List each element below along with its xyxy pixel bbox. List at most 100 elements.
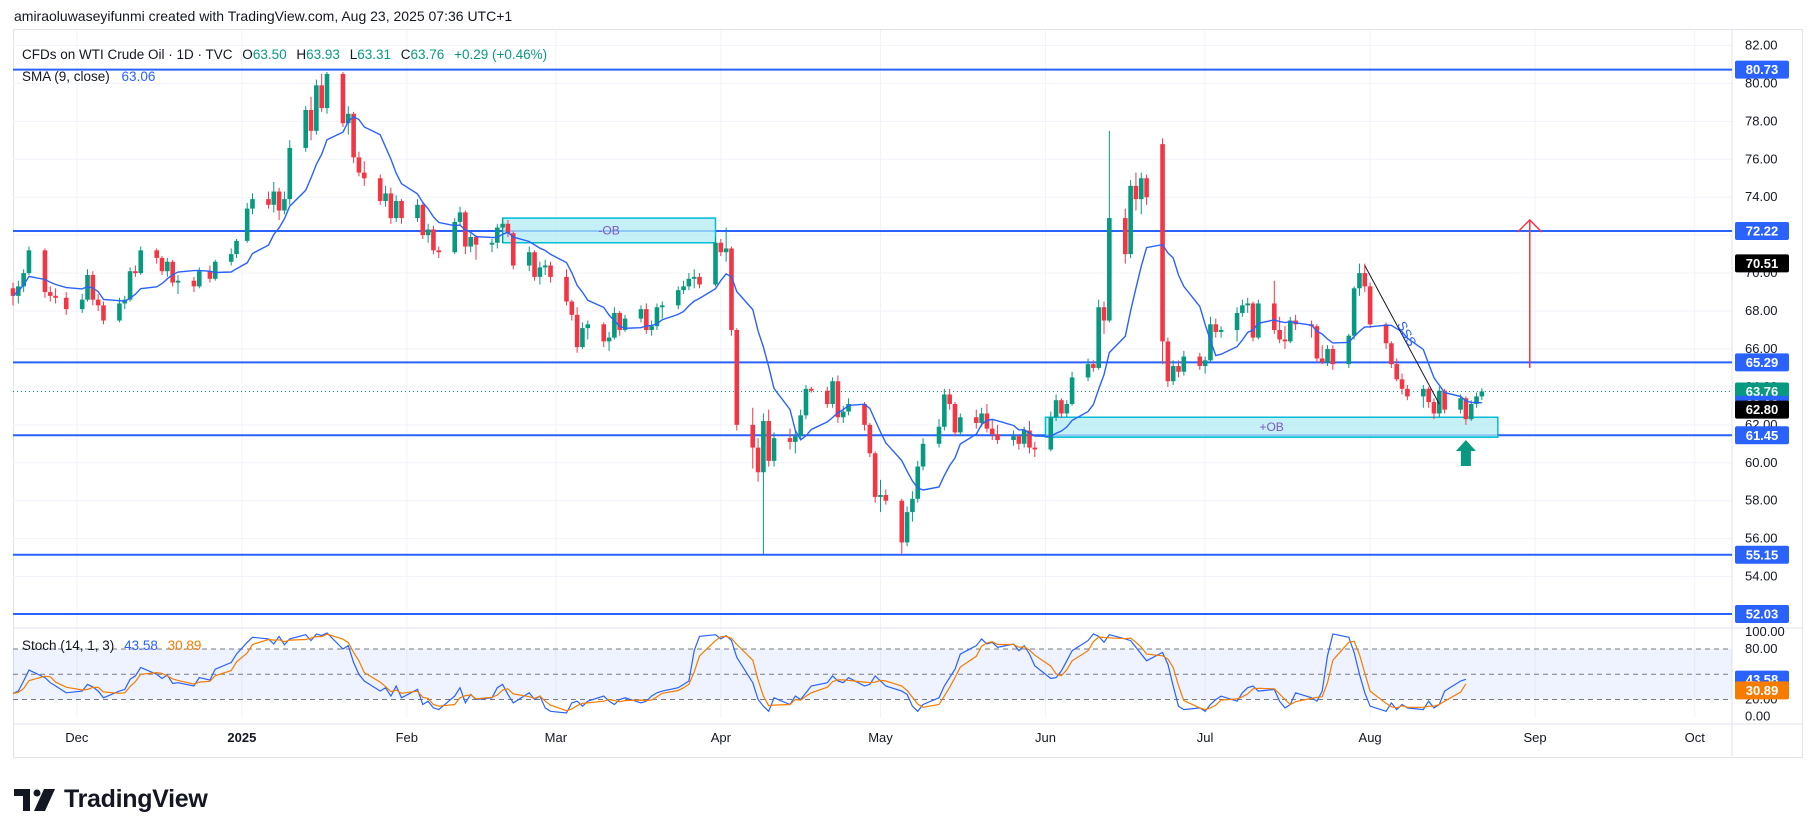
trend-line — [1364, 265, 1440, 405]
price-badge-label: 52.03 — [1746, 606, 1779, 621]
candle-body — [234, 240, 239, 255]
candle-body — [1165, 341, 1171, 382]
candle-body — [734, 330, 740, 425]
candle-body — [117, 303, 122, 321]
candle-body — [351, 113, 356, 158]
candle-body — [1458, 398, 1463, 410]
time-tick-label: Jun — [1035, 730, 1056, 745]
candle-body — [532, 252, 537, 277]
legend-sma-value: 63.06 — [121, 69, 156, 84]
candle-body — [995, 434, 1000, 441]
legend-symbol: CFDs on WTI Crude Oil · 1D · TVC — [22, 47, 233, 62]
candle-body — [457, 212, 463, 222]
candle-body — [228, 254, 234, 262]
chart-frame — [13, 29, 1803, 758]
price-tick-label: 80.00 — [1745, 75, 1778, 90]
buy-arrow — [1455, 440, 1476, 467]
candle-body — [1096, 307, 1101, 368]
order-block — [1044, 416, 1499, 438]
candle-body — [644, 309, 649, 330]
candle-body — [468, 237, 473, 247]
candle-body — [793, 436, 798, 442]
candle-body — [548, 265, 553, 277]
candle-body — [431, 229, 436, 251]
candle-body — [1245, 303, 1250, 306]
time-tick-label: Oct — [1685, 730, 1706, 745]
candle-body — [489, 242, 495, 245]
stoch-label: Stoch (14, 1, 3) — [22, 638, 115, 653]
candle-body — [659, 305, 665, 308]
candle-body — [1240, 305, 1245, 313]
price-badge-label: 63.76 — [1746, 384, 1779, 399]
candle-body — [787, 438, 793, 442]
candle-body — [79, 299, 85, 310]
chart-legend[interactable]: CFDs on WTI Crude Oil · 1D · TVC O63.50 … — [22, 44, 547, 88]
candle-body — [399, 201, 404, 219]
candle-body — [808, 388, 814, 391]
stoch-badge — [1735, 681, 1789, 700]
candle-body — [361, 172, 367, 179]
price-badge — [1735, 545, 1789, 564]
candle-body — [883, 495, 889, 501]
candle-body — [803, 388, 809, 416]
candle-body — [958, 417, 963, 433]
price-badge — [1735, 254, 1789, 273]
time-tick-label: 2025 — [227, 730, 256, 745]
candle-body — [266, 199, 271, 205]
candle-body — [1431, 402, 1437, 414]
candle-body — [1122, 218, 1128, 255]
candle-body — [1351, 288, 1357, 336]
candle-body — [862, 403, 867, 425]
candle-body — [1426, 388, 1431, 403]
support-resistance-levels — [13, 68, 1732, 615]
candle-body — [308, 109, 314, 131]
candle-body — [580, 328, 585, 348]
candle-body — [942, 394, 947, 427]
legend-low-value: 63.31 — [357, 47, 391, 62]
price-tick-label: 78.00 — [1745, 113, 1778, 128]
legend-high-label: H — [296, 47, 307, 62]
candle-body — [840, 411, 846, 418]
candle-body — [95, 299, 101, 306]
candle-body — [133, 271, 138, 274]
candle-body — [324, 73, 330, 109]
tradingview-logo[interactable]: TradingView — [14, 785, 208, 814]
stoch-tick-label: 80.00 — [1745, 641, 1778, 656]
stoch-k-line — [12, 632, 1467, 714]
candle-body — [872, 453, 878, 497]
candle-body — [53, 295, 58, 298]
candle-body — [1399, 379, 1405, 389]
order-block — [501, 217, 717, 244]
candle-body — [979, 413, 984, 423]
candle-body — [1091, 364, 1096, 368]
candle-body — [1394, 364, 1400, 380]
candle-body — [383, 193, 388, 202]
candle-body — [377, 178, 383, 202]
candle-body — [1213, 324, 1219, 332]
candle-body — [526, 252, 532, 266]
legend-high-value: 63.93 — [306, 47, 340, 62]
candle-body — [1138, 178, 1144, 200]
candle-body — [388, 193, 394, 219]
candle-body — [1474, 396, 1479, 404]
candle-body — [718, 242, 724, 253]
candle-body — [1325, 348, 1330, 363]
candle-body — [973, 417, 979, 423]
time-tick-label: Feb — [396, 730, 418, 745]
candle-body — [1128, 185, 1133, 255]
candle-body — [495, 227, 500, 243]
candle-body — [1389, 343, 1394, 365]
candle-body — [729, 248, 734, 330]
candle-body — [601, 324, 607, 342]
candle-body — [675, 290, 681, 306]
candle-body — [1282, 339, 1288, 342]
candle-body — [1421, 388, 1426, 397]
candle-body — [303, 109, 309, 148]
candle-body — [319, 85, 324, 109]
stoch-legend[interactable]: Stoch (14, 1, 3) 43.58 30.89 — [22, 638, 201, 653]
price-badge-label: 80.73 — [1746, 62, 1779, 77]
candle-body — [766, 421, 772, 461]
price-tick-label: 76.00 — [1745, 151, 1778, 166]
time-tick-label: Jul — [1197, 730, 1214, 745]
